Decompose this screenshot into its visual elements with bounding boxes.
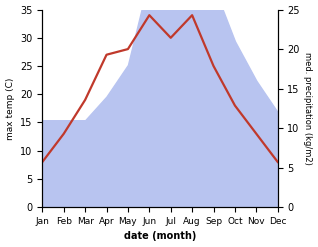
Y-axis label: med. precipitation (kg/m2): med. precipitation (kg/m2) [303,52,313,165]
X-axis label: date (month): date (month) [124,231,196,242]
Y-axis label: max temp (C): max temp (C) [5,77,15,140]
